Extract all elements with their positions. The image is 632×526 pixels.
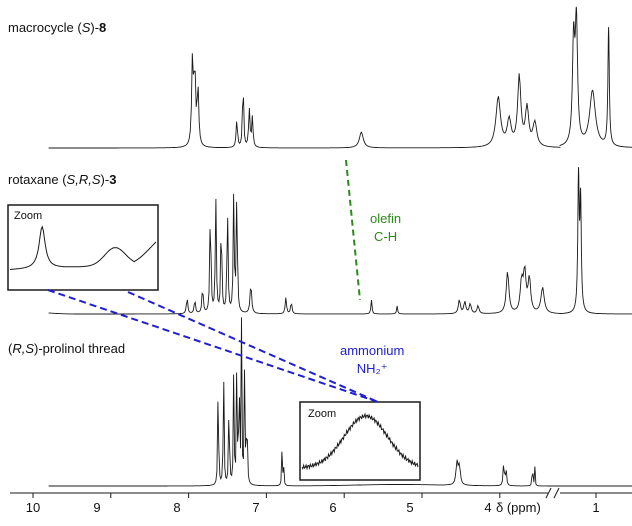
- series-label-rotaxane: rotaxane (S,R,S)-3: [8, 172, 116, 187]
- x-axis-label: δ (ppm): [496, 500, 541, 515]
- spectrum-trace-1-right: [560, 167, 632, 314]
- zoom-label-rotaxane: Zoom: [14, 210, 42, 222]
- axis-break-mark: [546, 488, 559, 498]
- ammonium-annotation: ammonium NH₂⁺: [340, 342, 404, 378]
- zoom-label-thread: Zoom: [308, 408, 336, 420]
- spectrum-trace-0-left: [49, 53, 561, 148]
- olefin-annotation: olefin C-H: [370, 210, 401, 246]
- x-tick-4: 4: [484, 500, 491, 515]
- x-tick-6: 6: [329, 500, 336, 515]
- spectrum-trace-0-right: [560, 7, 632, 147]
- olefin-dashed-connector: [346, 160, 360, 300]
- x-tick-5: 5: [406, 500, 413, 515]
- x-tick-9: 9: [93, 500, 100, 515]
- x-tick-7: 7: [252, 500, 259, 515]
- series-label-macrocycle: macrocycle (S)-8: [8, 20, 106, 35]
- x-tick-1: 1: [592, 500, 599, 515]
- series-label-thread: (R,S)-prolinol thread: [8, 341, 125, 356]
- x-tick-10: 10: [26, 500, 40, 515]
- x-tick-8: 8: [173, 500, 180, 515]
